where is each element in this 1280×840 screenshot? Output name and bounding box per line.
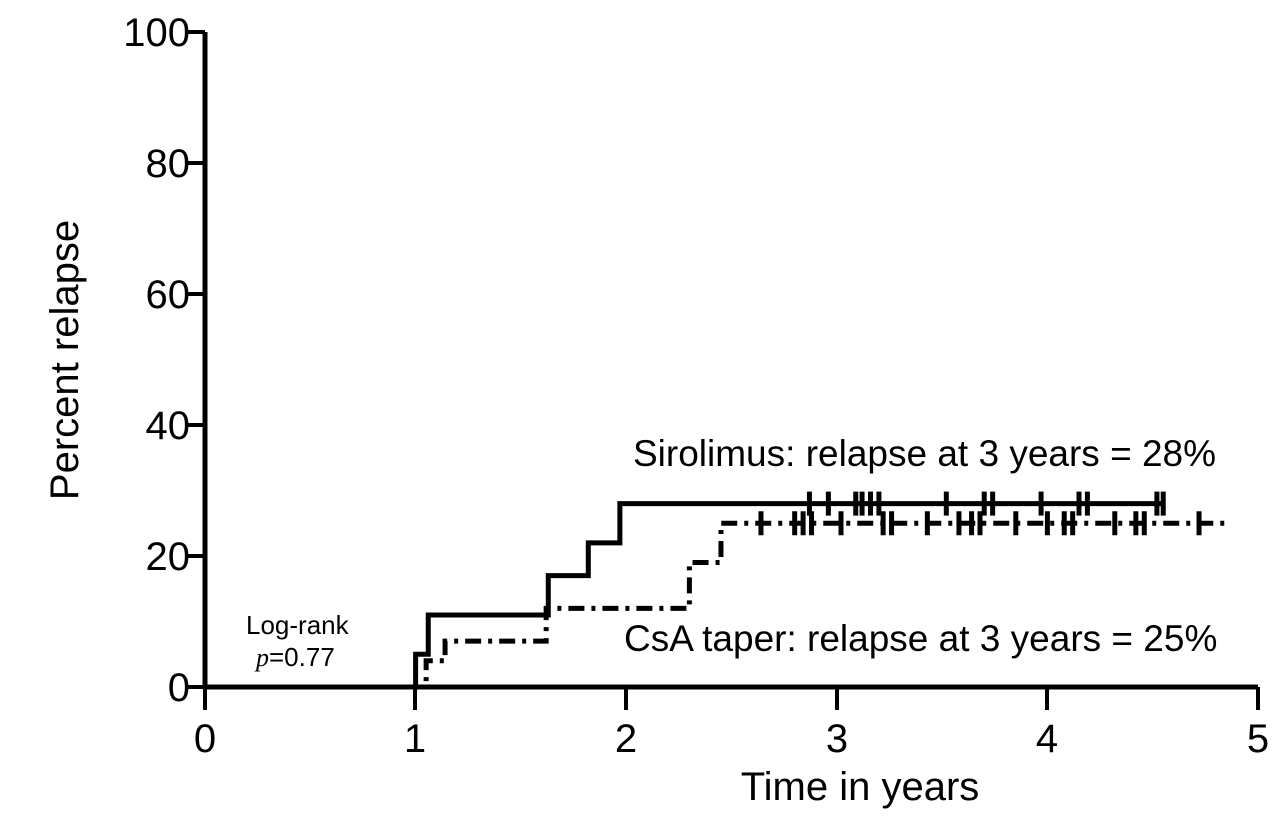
x-tick-label-2: 2 [615, 717, 637, 761]
y-tick-label-40: 40 [146, 404, 191, 448]
curve-csa-taper [205, 520, 1231, 690]
x-tick-label-3: 3 [826, 717, 848, 761]
log-rank-pvalue: p=0.77 [254, 642, 335, 672]
x-tick-label-1: 1 [404, 717, 426, 761]
y-tick-label-100: 100 [123, 11, 190, 55]
series-label-sirolimus: Sirolimus: relapse at 3 years = 28% [633, 433, 1216, 474]
x-tick-label-0: 0 [194, 717, 216, 761]
y-tick-label-80: 80 [146, 142, 191, 186]
curve-sirolimus [205, 501, 1164, 690]
x-axis-title: Time in years [741, 765, 980, 809]
y-tick-label-0: 0 [168, 666, 190, 710]
series-group [205, 491, 1231, 690]
y-tick-label-60: 60 [146, 273, 191, 317]
x-tick-label-5: 5 [1247, 717, 1269, 761]
x-tick-label-4: 4 [1036, 717, 1058, 761]
censor-marks-csa-taper [758, 511, 1202, 536]
log-rank-label: Log-rank [246, 610, 350, 640]
log-rank-p-symbol: p [254, 643, 269, 672]
y-axis-title: Percent relapse [43, 220, 87, 500]
log-rank-p-value-text: =0.77 [269, 642, 335, 672]
series-label-csa-taper: CsA taper: relapse at 3 years = 25% [624, 618, 1217, 659]
y-tick-label-20: 20 [146, 535, 191, 579]
